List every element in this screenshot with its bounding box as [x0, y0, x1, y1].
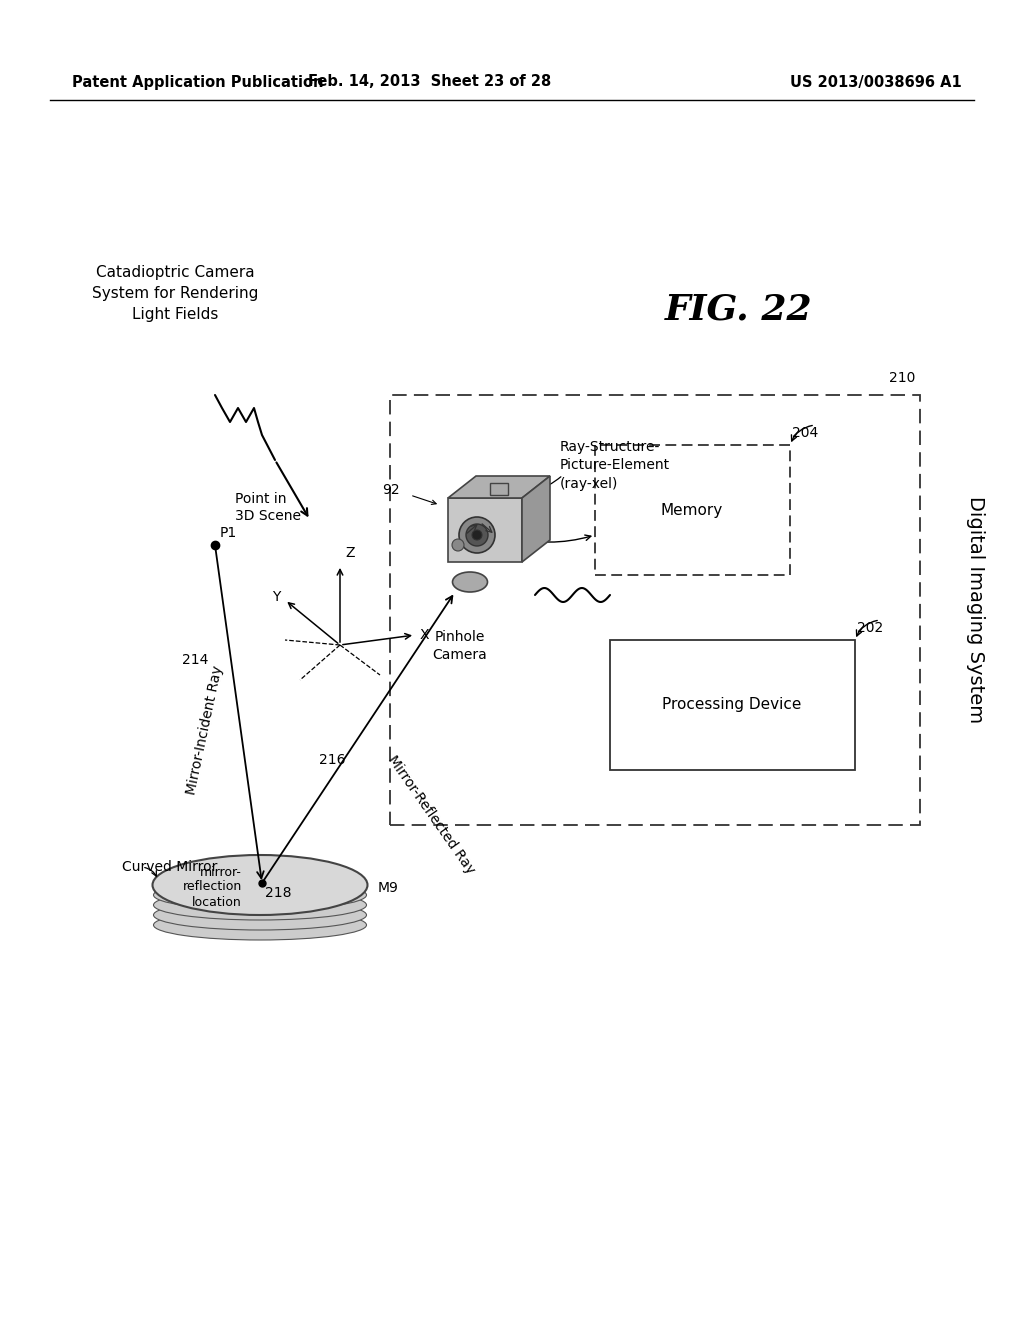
Text: M9: M9 [378, 880, 399, 895]
Text: Ray-Structure-
Picture-Element
(ray-xel): Ray-Structure- Picture-Element (ray-xel) [560, 440, 670, 491]
Text: Curved Mirror: Curved Mirror [122, 861, 217, 874]
Text: US 2013/0038696 A1: US 2013/0038696 A1 [790, 74, 962, 90]
Text: X: X [420, 628, 429, 642]
Text: 92: 92 [382, 483, 400, 498]
Ellipse shape [154, 880, 367, 909]
Circle shape [466, 524, 488, 546]
Text: Patent Application Publication: Patent Application Publication [72, 74, 324, 90]
Text: Mirror-Reflected Ray: Mirror-Reflected Ray [385, 754, 477, 876]
Polygon shape [449, 477, 550, 498]
Text: 202: 202 [857, 620, 884, 635]
Text: 210: 210 [889, 371, 915, 385]
Circle shape [459, 517, 495, 553]
Ellipse shape [154, 890, 367, 920]
Text: Mirror-Incident Ray: Mirror-Incident Ray [184, 664, 225, 796]
Text: Y: Y [271, 590, 280, 605]
Text: 216: 216 [318, 752, 345, 767]
Text: 218: 218 [265, 886, 292, 900]
Text: Catadioptric Camera
System for Rendering
Light Fields: Catadioptric Camera System for Rendering… [92, 265, 258, 322]
Bar [390, 395, 920, 825]
Bar [490, 483, 508, 495]
Ellipse shape [154, 900, 367, 931]
Text: P1: P1 [220, 525, 238, 540]
Text: Processing Device: Processing Device [663, 697, 802, 713]
Ellipse shape [153, 855, 368, 915]
Bar [610, 640, 855, 770]
Text: Pinhole
Camera: Pinhole Camera [432, 630, 487, 663]
Bar [595, 445, 790, 576]
Ellipse shape [453, 572, 487, 591]
Text: Feb. 14, 2013  Sheet 23 of 28: Feb. 14, 2013 Sheet 23 of 28 [308, 74, 552, 90]
Circle shape [472, 531, 482, 540]
Text: 204: 204 [792, 426, 818, 440]
Text: Digital Imaging System: Digital Imaging System [966, 496, 984, 723]
Polygon shape [522, 477, 550, 562]
Text: 214: 214 [182, 653, 208, 667]
Text: mirror-
reflection
location: mirror- reflection location [182, 866, 242, 908]
Text: Point in
3D Scene: Point in 3D Scene [234, 492, 301, 523]
Circle shape [452, 539, 464, 550]
Text: Memory: Memory [660, 503, 723, 517]
Text: FIG. 22: FIG. 22 [665, 293, 813, 327]
Ellipse shape [154, 909, 367, 940]
Polygon shape [449, 498, 522, 562]
Text: Z: Z [345, 546, 354, 560]
